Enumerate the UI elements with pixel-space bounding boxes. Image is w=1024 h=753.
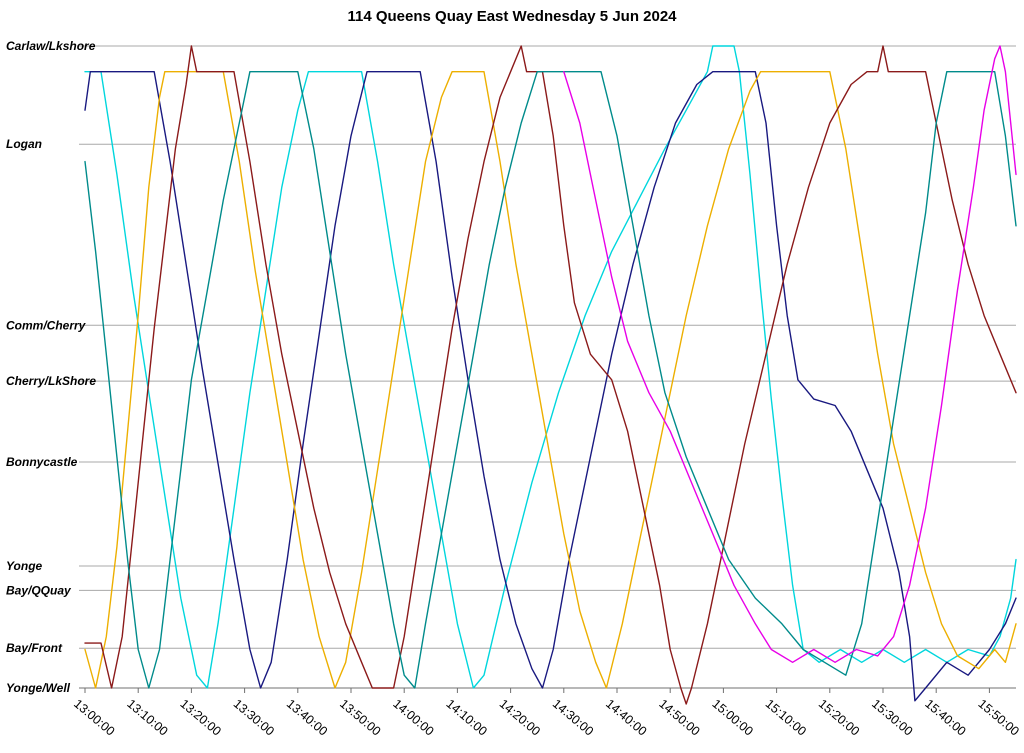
station-label: Bonnycastle [6,455,78,469]
x-tick-label: 13:00:00 [71,697,117,739]
series-line-vehicle-navy [84,70,1017,702]
x-tick-label: 14:00:00 [390,697,436,739]
station-label: Yonge/Well [6,681,71,695]
series-line-vehicle-maroon [84,45,1017,705]
x-tick-label: 15:40:00 [922,697,968,739]
series-line-vehicle-teal [84,70,1017,689]
station-label: Bay/Front [6,641,63,655]
x-tick-label: 14:20:00 [497,697,543,739]
station-label: Yonge [6,559,43,573]
x-tick-label: 13:20:00 [177,697,223,739]
series-line-vehicle-cyan [84,45,1017,689]
x-tick-label: 15:30:00 [869,697,915,739]
x-tick-label: 13:50:00 [337,697,383,739]
x-tick-label: 14:40:00 [603,697,649,739]
x-tick-label: 14:50:00 [656,697,702,739]
x-tick-label: 14:10:00 [443,697,489,739]
series-line-vehicle-magenta [563,45,1017,663]
x-tick-label: 13:10:00 [124,697,170,739]
x-tick-label: 15:00:00 [709,697,755,739]
station-label: Cherry/LkShore [6,374,96,388]
series-line-vehicle-gold [84,70,1017,689]
x-tick-label: 15:20:00 [816,697,862,739]
station-label: Carlaw/Lkshore [6,39,96,53]
station-label: Logan [6,137,42,151]
x-tick-label: 13:40:00 [284,697,330,739]
station-label: Bay/QQuay [6,583,72,597]
x-tick-label: 15:50:00 [975,697,1021,739]
x-tick-label: 15:10:00 [763,697,809,739]
x-tick-label: 14:30:00 [550,697,596,739]
x-tick-label: 13:30:00 [231,697,277,739]
station-label: Comm/Cherry [6,318,87,332]
chart-title: 114 Queens Quay East Wednesday 5 Jun 202… [347,8,677,25]
